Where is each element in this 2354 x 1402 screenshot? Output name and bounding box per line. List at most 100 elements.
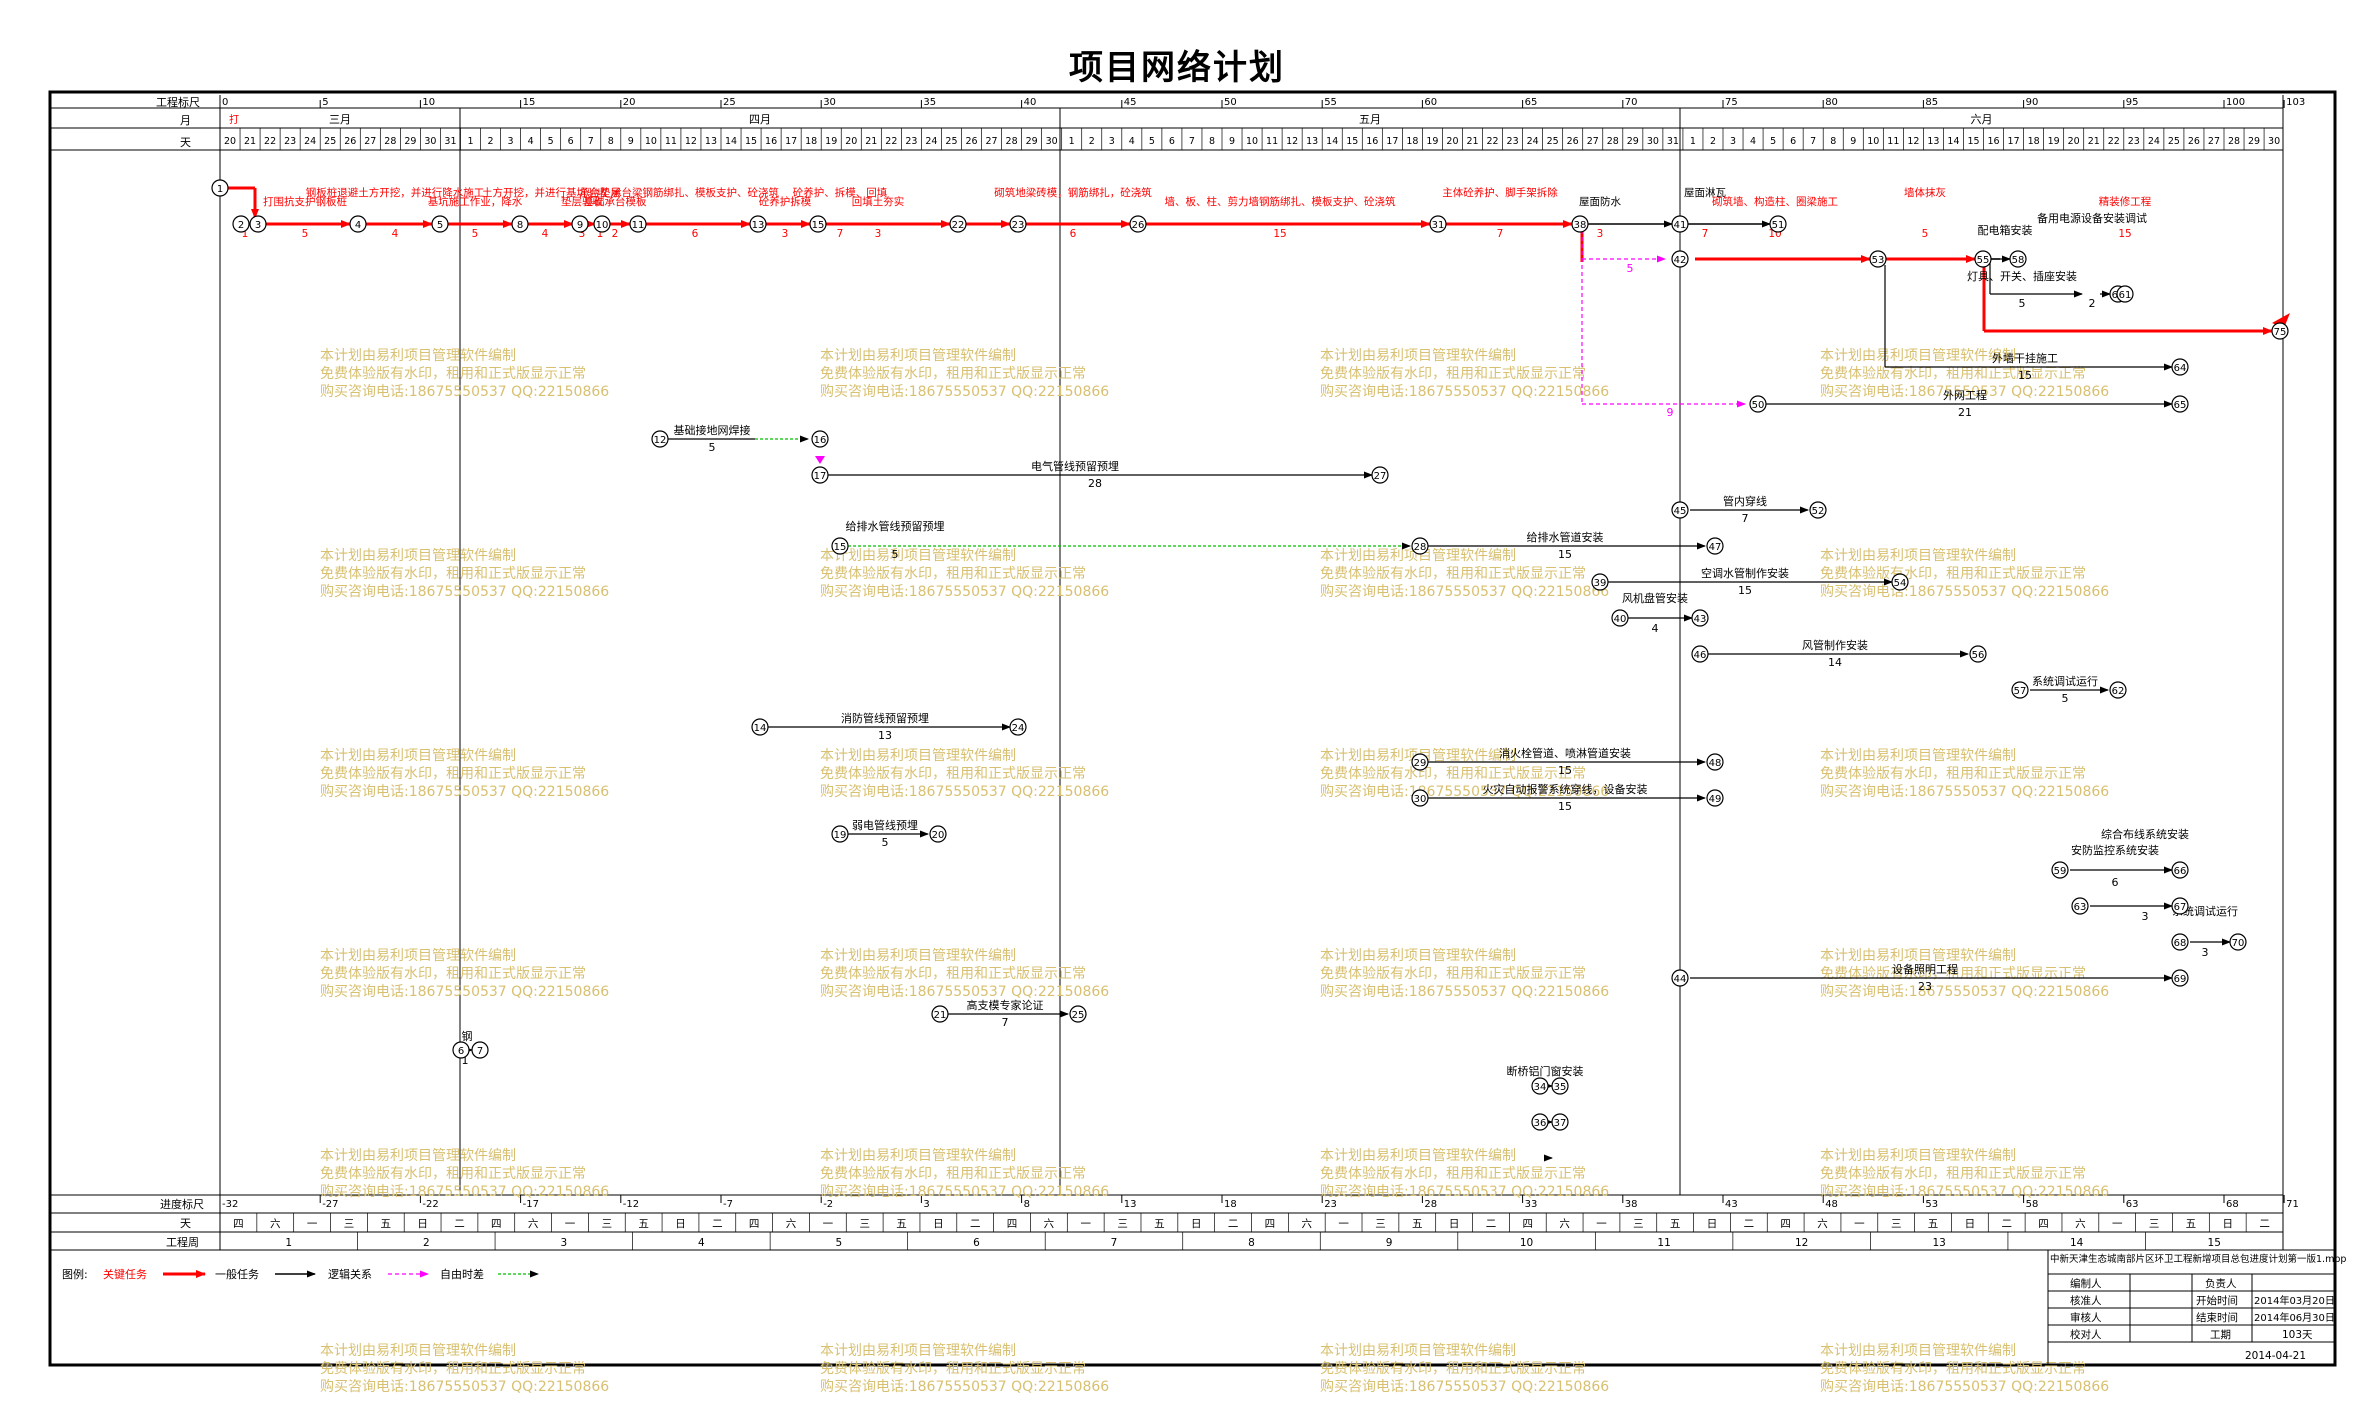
eng-tick-label: 95 xyxy=(2126,97,2139,108)
footer-day-label: 天 xyxy=(180,1217,191,1230)
day-label: 2 xyxy=(1089,136,1095,147)
eng-tick-label: 75 xyxy=(1725,97,1738,108)
weekday-label: 日 xyxy=(1449,1218,1460,1230)
critical-task-duration: 5 xyxy=(302,228,309,240)
event-node: 48 xyxy=(1706,753,1724,771)
event-node: 39 xyxy=(1591,573,1609,591)
day-label: 6 xyxy=(1169,136,1175,147)
event-node: 54 xyxy=(1891,573,1909,591)
weekday-label: 三 xyxy=(344,1218,355,1230)
weekday-label: 三 xyxy=(859,1218,870,1230)
task-label: 外墙干挂施工 xyxy=(1992,351,2058,365)
event-node: 52 xyxy=(1809,501,1827,519)
day-label: 1 xyxy=(467,136,473,147)
node-number: 62 xyxy=(2112,686,2125,697)
event-node: 29 xyxy=(1411,753,1429,771)
node-number: 43 xyxy=(1694,614,1707,625)
page-title: 项目网络计划 xyxy=(1069,48,1285,88)
watermark-text: 购买咨询电话:18675550537 QQ:22150866 xyxy=(320,984,609,1000)
task-label: 电气管线预留预埋 xyxy=(1031,459,1119,473)
node-number: 3 xyxy=(255,220,261,231)
node-number: 9 xyxy=(577,220,583,231)
watermark-text: 本计划由易利项目管理软件编制 xyxy=(820,548,1016,564)
week-label: 14 xyxy=(2070,1237,2084,1249)
event-node: 24 xyxy=(1009,718,1027,736)
day-label: 4 xyxy=(528,136,534,147)
critical-task-duration: 1 xyxy=(597,228,604,240)
watermark-text: 免费体验版有水印，租用和正式版显示正常 xyxy=(820,1166,1086,1182)
prog-tick-label: 13 xyxy=(1124,1199,1137,1210)
week-label: 4 xyxy=(698,1237,705,1249)
node-number: 49 xyxy=(1709,794,1722,805)
node-number: 29 xyxy=(1414,758,1427,769)
weekday-label: 六 xyxy=(270,1218,281,1230)
day-label: 7 xyxy=(1810,136,1816,147)
day-label: 13 xyxy=(705,136,717,147)
day-label: 27 xyxy=(1587,136,1599,147)
node-number: 75 xyxy=(2274,327,2287,338)
watermark-text: 本计划由易利项目管理软件编制 xyxy=(1820,948,2016,964)
watermark-text: 本计划由易利项目管理软件编制 xyxy=(1320,548,1516,564)
week-label: 12 xyxy=(1795,1237,1808,1249)
task-duration: 21 xyxy=(1958,406,1972,419)
day-label: 26 xyxy=(2188,136,2200,147)
float-duration: 9 xyxy=(1667,406,1674,419)
day-label: 28 xyxy=(1607,136,1619,147)
watermark-text: 免费体验版有水印，租用和正式版显示正常 xyxy=(1820,1361,2086,1377)
week-label: 7 xyxy=(1111,1237,1118,1249)
critical-task-duration: 6 xyxy=(692,228,699,240)
critical-task-duration: 3 xyxy=(782,228,789,240)
task-label: 弱电管线预埋 xyxy=(852,818,918,832)
prog-tick-label: -22 xyxy=(422,1199,438,1210)
critical-task-label: 钢板桩退避土方开挖，并进行降水施工 xyxy=(306,186,485,199)
critical-task-duration: 6 xyxy=(1070,228,1077,240)
float-duration: 5 xyxy=(1627,262,1634,275)
event-node: 20 xyxy=(929,825,947,843)
event-node: 22 xyxy=(949,215,967,233)
end-label: 结束时间 xyxy=(2196,1311,2238,1324)
watermark-text: 本计划由易利项目管理软件编制 xyxy=(1320,948,1516,964)
weekday-label: 一 xyxy=(2112,1218,2123,1230)
critical-task-label: 打围抗支护钢板桩 xyxy=(263,195,347,208)
legend-logic: 逻辑关系 xyxy=(328,1267,372,1281)
project-name: 中新天津生态城南部片区环卫工程新增项目总包进度计划第一版1.mpp xyxy=(2050,1253,2346,1265)
node-number: 31 xyxy=(1432,220,1445,231)
watermark-text: 购买咨询电话:18675550537 QQ:22150866 xyxy=(1320,1184,1609,1200)
weekday-label: 日 xyxy=(1965,1218,1976,1230)
month-label: 五月 xyxy=(1359,113,1381,126)
watermark-text: 免费体验版有水印，租用和正式版显示正常 xyxy=(1320,566,1586,582)
watermark-text: 购买咨询电话:18675550537 QQ:22150866 xyxy=(1820,384,2109,400)
critical-task-duration: 3 xyxy=(1597,228,1604,240)
eng-scale-label: 工程标尺 xyxy=(156,95,200,109)
watermark-text: 免费体验版有水印，租用和正式版显示正常 xyxy=(1320,366,1586,382)
day-label: 24 xyxy=(2148,136,2160,147)
node-number: 34 xyxy=(1534,1082,1547,1093)
task-label: 备用电源设备安装调试 xyxy=(2037,211,2147,225)
node-number: 14 xyxy=(754,723,767,734)
node-number: 58 xyxy=(2012,255,2025,266)
day-label: 20 xyxy=(845,136,857,147)
prog-tick-label: 53 xyxy=(1925,1199,1938,1210)
critical-task-duration: 1 xyxy=(242,228,249,240)
critical-task-label: 承台垫层 xyxy=(579,186,621,199)
watermark-text: 免费体验版有水印，租用和正式版显示正常 xyxy=(1320,966,1586,982)
node-number: 48 xyxy=(1709,758,1722,769)
eng-tick-label: 85 xyxy=(1925,97,1938,108)
day-label: 21 xyxy=(244,136,256,147)
weekday-label: 五 xyxy=(896,1218,907,1230)
watermark-text: 本计划由易利项目管理软件编制 xyxy=(820,948,1016,964)
eng-tick-label: 80 xyxy=(1825,97,1838,108)
event-node: 44 xyxy=(1671,969,1689,987)
day-label: 2 xyxy=(1710,136,1716,147)
node-number: 8 xyxy=(517,220,523,231)
node-number: 22 xyxy=(952,220,965,231)
node-number: 56 xyxy=(1972,650,1985,661)
start-value: 2014年03月20日 xyxy=(2254,1294,2335,1307)
day-label: 29 xyxy=(1627,136,1639,147)
weekday-label: 三 xyxy=(2149,1218,2160,1230)
week-label: 5 xyxy=(836,1237,843,1249)
day-label: 25 xyxy=(945,136,957,147)
weekday-label: 三 xyxy=(1375,1218,1386,1230)
day-label: 23 xyxy=(1507,136,1519,147)
eng-tick-label: 45 xyxy=(1124,97,1137,108)
